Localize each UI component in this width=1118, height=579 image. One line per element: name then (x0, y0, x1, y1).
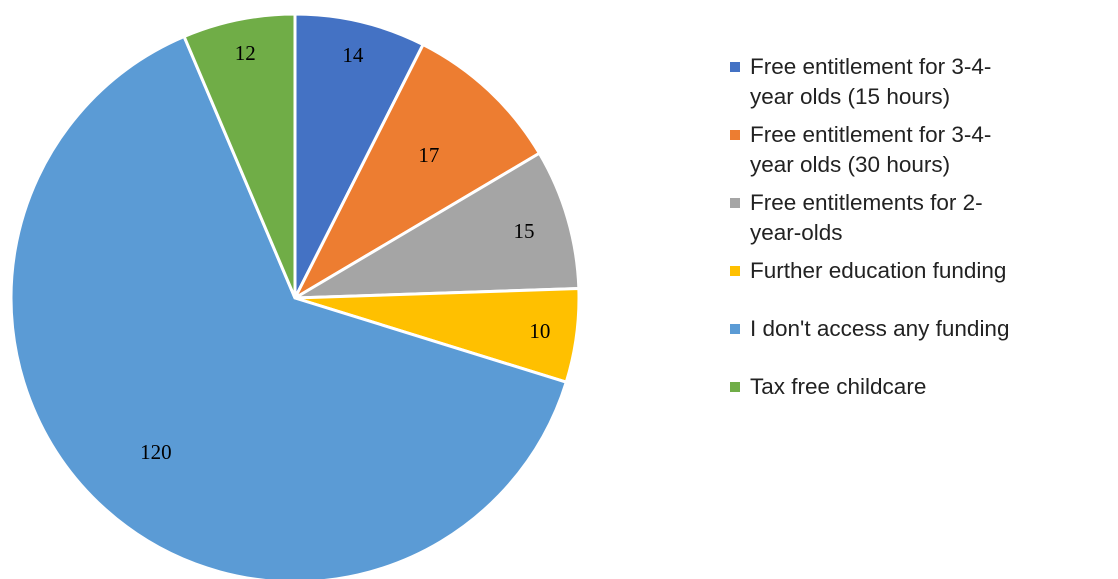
legend-label: Tax free childcare (750, 374, 927, 399)
legend-label: I don't access any funding (750, 316, 1010, 341)
data-label-no-funding: 120 (140, 440, 172, 464)
legend-item-free-15-hours: Free entitlement for 3-4- year olds (15 h… (728, 52, 1113, 112)
legend-swatch (730, 198, 740, 208)
legend-swatch (730, 266, 740, 276)
pie-slice-free-2-year-olds (294, 151, 581, 300)
legend-swatch (730, 324, 740, 334)
legend-item-no-funding: I don't access any funding (728, 314, 1113, 344)
pie-slice-free-15-hours (293, 12, 426, 299)
pie-slice-tax-free-childcare (182, 12, 297, 299)
legend-label: year olds (30 hours) (750, 152, 951, 177)
data-label-free-2-year-olds: 15 (513, 219, 534, 243)
data-label-tax-free-childcare: 12 (235, 41, 256, 65)
legend-label: year-olds (750, 220, 843, 245)
data-label-free-30-hours: 17 (418, 143, 439, 167)
legend-item-free-2-year-olds: Free entitlements for 2- year-olds (728, 188, 1113, 248)
legend-label: year olds (15 hours) (750, 84, 951, 109)
pie-slice-no-funding (9, 34, 569, 579)
legend-item-free-30-hours: Free entitlement for 3-4- year olds (30 h… (728, 120, 1113, 180)
legend: Free entitlement for 3-4- year olds (15 h… (728, 52, 1113, 402)
legend-label: Free entitlements for 2- (750, 190, 983, 215)
data-label-free-15-hours: 14 (342, 43, 364, 67)
legend-swatch (730, 62, 740, 72)
legend-label: Further education funding (750, 258, 1007, 283)
pie-slice-free-30-hours (291, 42, 542, 302)
legend-item-further-education: Further education funding (728, 256, 1113, 286)
legend-label: Free entitlement for 3-4- (750, 122, 992, 147)
legend-swatch (730, 382, 740, 392)
legend-swatch (730, 130, 740, 140)
data-label-further-education: 10 (529, 319, 550, 343)
pie-chart: 14 17 15 10 120 12 (9, 12, 581, 579)
legend-item-tax-free-childcare: Tax free childcare (728, 372, 1113, 402)
legend-label: Free entitlement for 3-4- (750, 54, 992, 79)
